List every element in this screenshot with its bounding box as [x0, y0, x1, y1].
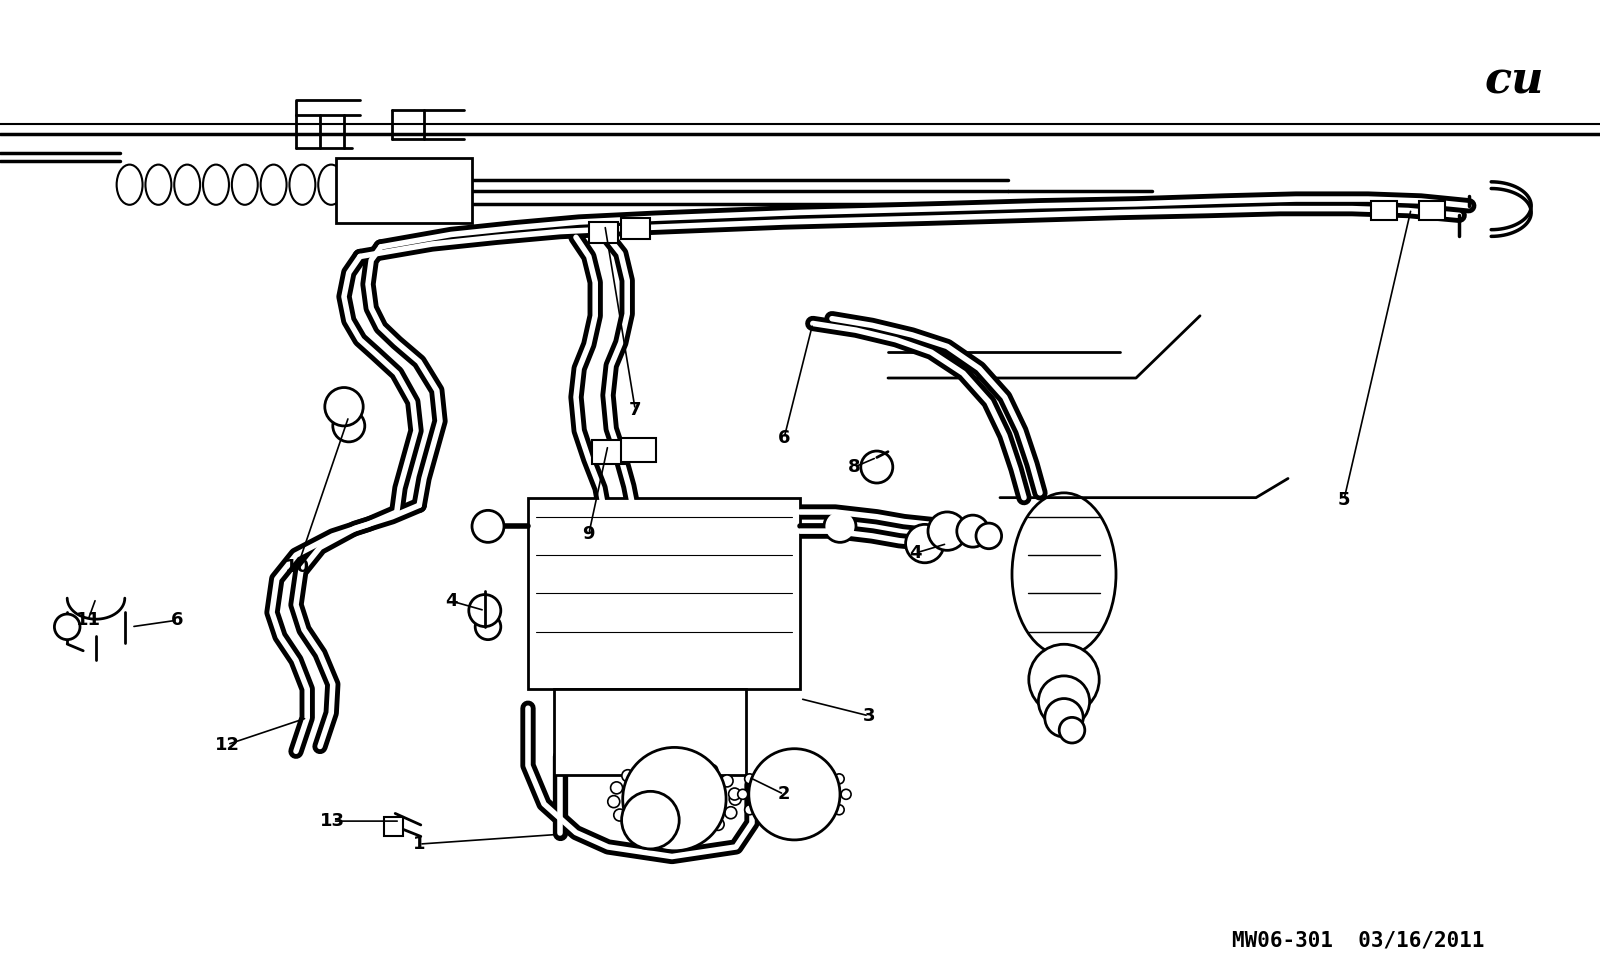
Text: 13: 13: [320, 812, 346, 830]
Circle shape: [744, 774, 755, 784]
Circle shape: [670, 830, 683, 841]
Circle shape: [622, 747, 726, 851]
Circle shape: [608, 795, 619, 808]
Circle shape: [749, 748, 840, 840]
Circle shape: [738, 790, 747, 799]
Text: 6: 6: [171, 612, 184, 629]
Circle shape: [662, 757, 674, 768]
Circle shape: [763, 816, 773, 826]
Text: 2: 2: [778, 786, 790, 803]
Text: 8: 8: [848, 458, 861, 476]
Circle shape: [1029, 644, 1099, 715]
Bar: [621, 438, 656, 462]
Ellipse shape: [1013, 493, 1117, 656]
Circle shape: [763, 763, 773, 772]
Circle shape: [627, 820, 640, 833]
Bar: [592, 440, 627, 464]
Bar: [1371, 201, 1397, 220]
Circle shape: [472, 510, 504, 543]
Circle shape: [1045, 699, 1083, 737]
Circle shape: [706, 765, 718, 776]
Bar: [1419, 201, 1445, 220]
Circle shape: [824, 510, 856, 543]
Ellipse shape: [232, 165, 258, 205]
Circle shape: [722, 775, 733, 787]
Circle shape: [789, 820, 800, 831]
Circle shape: [333, 410, 365, 442]
Circle shape: [976, 523, 1002, 548]
Bar: [384, 817, 403, 836]
Circle shape: [834, 774, 845, 784]
Circle shape: [725, 807, 736, 819]
Text: 5: 5: [1338, 491, 1350, 508]
Text: 1: 1: [413, 835, 426, 853]
Circle shape: [475, 614, 501, 639]
Ellipse shape: [290, 165, 315, 205]
Ellipse shape: [146, 165, 171, 205]
Text: 4: 4: [909, 545, 922, 562]
Ellipse shape: [117, 165, 142, 205]
Ellipse shape: [261, 165, 286, 205]
Ellipse shape: [318, 165, 344, 205]
Circle shape: [469, 594, 501, 627]
Circle shape: [712, 818, 725, 831]
Circle shape: [928, 512, 966, 550]
Circle shape: [834, 805, 845, 814]
Circle shape: [1059, 718, 1085, 743]
Circle shape: [730, 793, 741, 805]
Bar: [621, 218, 650, 239]
Circle shape: [622, 769, 634, 782]
Circle shape: [744, 805, 755, 814]
Circle shape: [957, 515, 989, 547]
Circle shape: [1038, 676, 1090, 727]
Text: 12: 12: [214, 736, 240, 753]
Bar: [589, 222, 618, 243]
Ellipse shape: [174, 165, 200, 205]
Circle shape: [54, 614, 80, 639]
Circle shape: [611, 782, 622, 794]
Text: 10: 10: [285, 558, 310, 575]
Circle shape: [648, 827, 659, 839]
Circle shape: [816, 816, 826, 826]
Circle shape: [614, 809, 626, 821]
Text: MW06-301  03/16/2011: MW06-301 03/16/2011: [1232, 930, 1485, 950]
Text: 6: 6: [778, 430, 790, 447]
Circle shape: [640, 761, 651, 773]
Text: 7: 7: [629, 401, 642, 418]
Text: 3: 3: [862, 707, 875, 724]
Text: 4: 4: [445, 592, 458, 610]
Circle shape: [861, 451, 893, 483]
Circle shape: [622, 791, 680, 849]
Bar: [555, 689, 747, 775]
Circle shape: [693, 826, 706, 838]
Circle shape: [816, 763, 826, 772]
Text: cu: cu: [1485, 59, 1544, 102]
Bar: [336, 158, 472, 223]
Circle shape: [728, 788, 741, 800]
Bar: [528, 498, 800, 689]
Circle shape: [906, 524, 944, 563]
Text: 11: 11: [75, 612, 101, 629]
Circle shape: [325, 388, 363, 426]
Text: 9: 9: [582, 525, 595, 543]
Ellipse shape: [203, 165, 229, 205]
Circle shape: [842, 790, 851, 799]
Circle shape: [685, 758, 698, 770]
Circle shape: [789, 758, 800, 768]
